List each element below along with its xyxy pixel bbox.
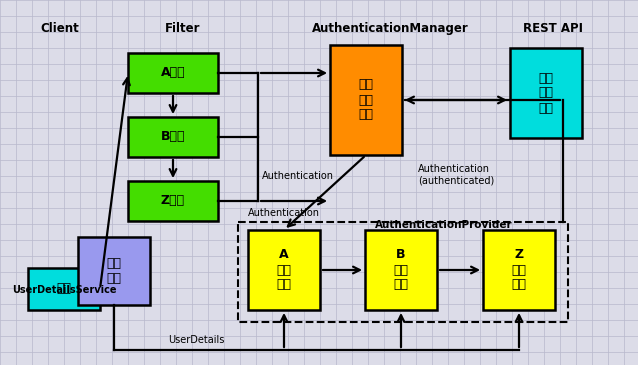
Text: B
认证
部门: B 认证 部门 — [394, 249, 408, 292]
Text: 认证
管理
部门: 认证 管理 部门 — [359, 78, 373, 122]
Bar — [128, 117, 218, 157]
Text: A前台: A前台 — [161, 66, 185, 80]
Bar — [238, 222, 568, 322]
Text: REST API: REST API — [523, 22, 583, 35]
Text: 请求: 请求 — [57, 283, 71, 296]
Text: Authentication: Authentication — [248, 208, 320, 218]
Bar — [365, 230, 437, 310]
Text: 资源
管理
部门: 资源 管理 部门 — [538, 72, 554, 115]
Text: Z前台: Z前台 — [161, 195, 185, 207]
Bar — [78, 237, 150, 305]
Bar — [483, 230, 555, 310]
Text: AuthenticationProvider: AuthenticationProvider — [375, 220, 512, 230]
Bar — [28, 268, 100, 310]
Text: Z
认证
部门: Z 认证 部门 — [512, 249, 526, 292]
Text: B前台: B前台 — [161, 131, 185, 143]
Bar — [510, 48, 582, 138]
Text: Client: Client — [41, 22, 79, 35]
Bar — [330, 45, 402, 155]
Bar — [128, 181, 218, 221]
Bar — [128, 53, 218, 93]
Text: AuthenticationManager: AuthenticationManager — [311, 22, 468, 35]
Text: 人员
资料: 人员 资料 — [107, 257, 121, 285]
Text: Filter: Filter — [165, 22, 201, 35]
Text: Authentication
(authenticated): Authentication (authenticated) — [418, 164, 494, 186]
Bar — [248, 230, 320, 310]
Text: UserDetailsService: UserDetailsService — [12, 285, 117, 295]
Text: Authentication: Authentication — [262, 171, 334, 181]
Text: A
认证
部门: A 认证 部门 — [276, 249, 292, 292]
Text: UserDetails: UserDetails — [168, 335, 225, 345]
